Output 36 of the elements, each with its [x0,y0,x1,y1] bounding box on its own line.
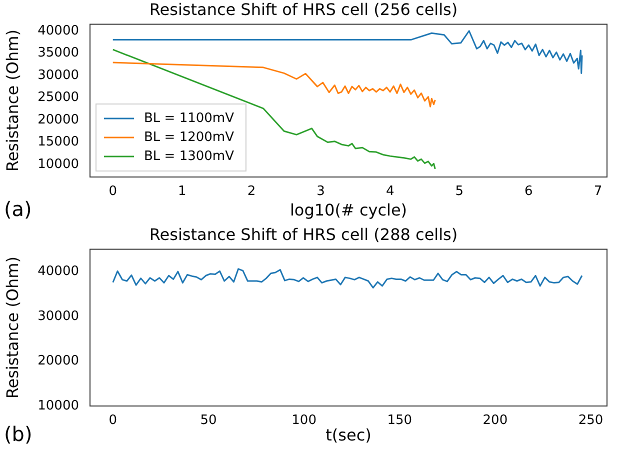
x-tick-label: 6 [524,184,533,200]
x-axis-title: log10(# cycle) [290,200,408,220]
legend-label: BL = 1300mV [144,148,234,164]
x-tick-label: 2 [247,184,256,200]
y-tick-label: 10000 [38,156,79,172]
y-tick-label: 40000 [38,23,79,38]
legend-label: BL = 1100mV [144,110,234,126]
x-tick-label: 150 [387,413,412,428]
text: (a) [4,197,32,221]
y-axis-title: Resistance (Ohm) [2,256,22,399]
x-tick-label: 5 [455,184,464,200]
y-tick-label: 30000 [38,68,79,83]
y-tick-label: 15000 [38,134,79,150]
x-tick-label: 0 [108,413,118,428]
x-axis-title: t(sec) [326,426,372,445]
chart-title: Resistance Shift of HRS cell (256 cells) [149,0,458,19]
y-tick-label: 20000 [38,354,79,369]
y-tick-label: 10000 [38,398,79,414]
x-tick-label: 50 [200,413,217,428]
x-tick-label: 4 [386,184,394,200]
x-tick-label: 0 [108,184,118,200]
chart-title: Resistance Shift of HRS cell (288 cells) [149,224,458,244]
y-tick-label: 30000 [38,308,79,324]
text: (b) [4,422,32,446]
x-tick-label: 3 [316,184,325,200]
x-tick-label: 100 [292,413,316,428]
x-tick-label: 1 [178,184,186,200]
y-tick-label: 40000 [38,264,79,279]
y-tick-label: 20000 [38,112,79,128]
legend-label: BL = 1200mV [144,130,234,145]
x-tick-label: 200 [482,413,508,428]
y-tick-label: 25000 [38,90,79,106]
x-tick-label: 7 [594,184,602,200]
y-axis-title: Resistance (Ohm) [2,30,22,172]
x-tick-label: 250 [578,413,604,428]
y-tick-label: 35000 [38,46,79,61]
